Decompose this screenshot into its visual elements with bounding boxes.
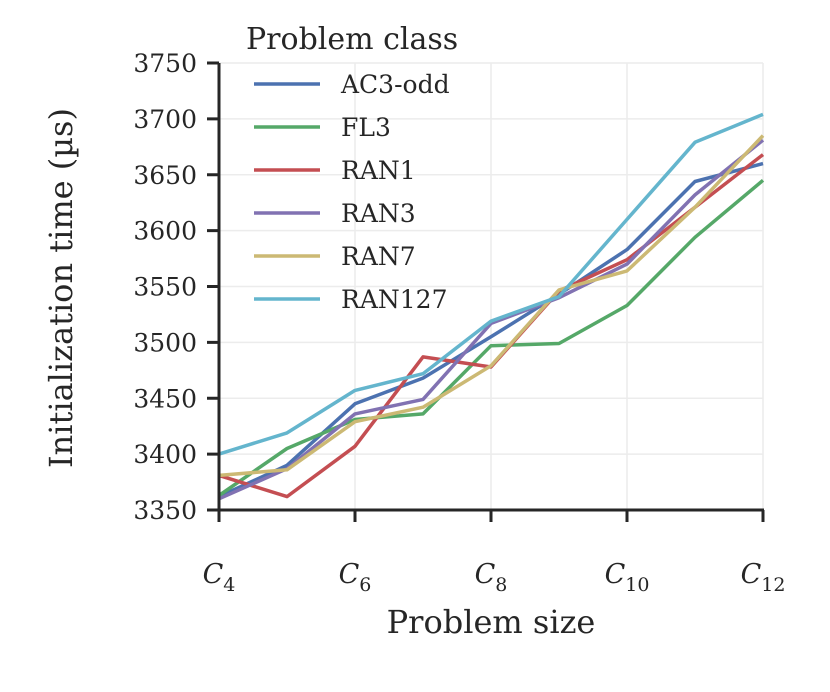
legend-label: RAN1 [341, 156, 416, 185]
series-line-ran127 [218, 112, 764, 456]
y-tick-label: 3750 [133, 49, 197, 78]
x-tick-label: C12 [741, 559, 786, 596]
series-line-ran3 [218, 138, 765, 501]
x-ticks: C4 C6 C8 C10 C12 [203, 510, 786, 596]
series-lines [218, 112, 765, 501]
x-tick-label: C4 [203, 559, 236, 596]
legend: Problem class AC3-odd FL3 RAN1 RAN3 RAN7 RAN1… [246, 22, 458, 314]
y-tick-label: 3350 [133, 496, 197, 525]
x-axis-label: Problem size [387, 603, 596, 641]
y-tick-label: 3400 [133, 440, 197, 469]
legend-title: Problem class [246, 22, 458, 57]
series-line-ran7 [218, 134, 765, 478]
y-tick-label: 3600 [133, 217, 197, 246]
legend-label: RAN3 [341, 199, 416, 228]
legend-label: RAN7 [341, 242, 416, 271]
y-tick-label: 3650 [133, 161, 197, 190]
series-line-fl3 [218, 178, 765, 497]
legend-label: RAN127 [341, 285, 447, 314]
grid [218, 62, 764, 511]
x-tick-label: C10 [605, 559, 650, 596]
x-tick-label: C8 [475, 559, 508, 596]
x-tick-label: C6 [339, 559, 372, 596]
y-tick-label: 3450 [133, 384, 197, 413]
y-ticks: 3350 3400 3450 3500 3550 3600 3650 3700 3750 [133, 49, 219, 525]
series-line-ac3-odd [218, 161, 764, 499]
y-axis-label: Initialization time (µs) [42, 108, 80, 468]
y-tick-label: 3550 [133, 273, 197, 302]
y-tick-label: 3500 [133, 328, 197, 357]
y-tick-label: 3700 [133, 105, 197, 134]
legend-label: AC3-odd [340, 70, 450, 99]
legend-label: FL3 [341, 113, 391, 142]
